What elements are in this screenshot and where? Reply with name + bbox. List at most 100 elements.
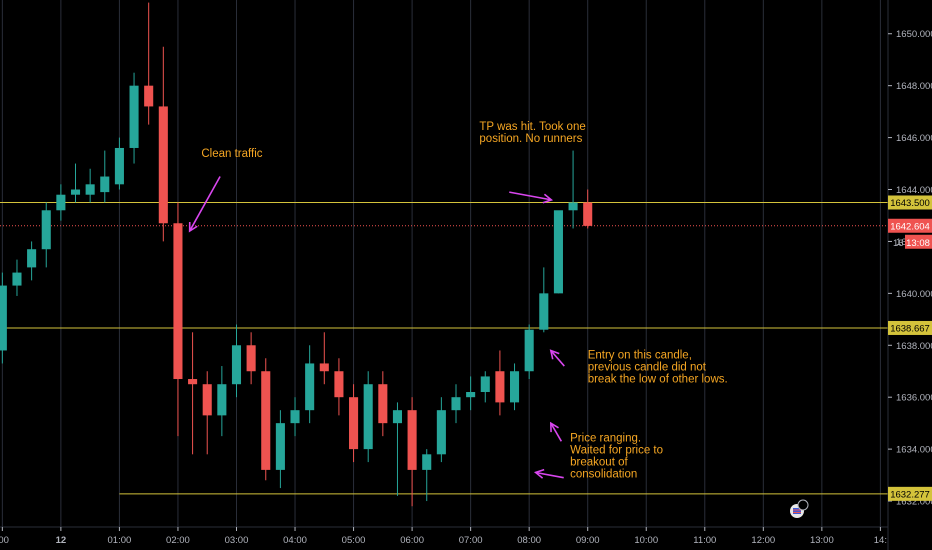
candle-body <box>158 106 168 224</box>
partial-price-label: 16 <box>893 238 904 249</box>
candle-body <box>290 410 300 424</box>
arrow-head <box>549 421 559 433</box>
annotation-arrow <box>533 468 564 479</box>
time-tick-label: 05:00 <box>342 535 366 546</box>
candle <box>378 371 388 437</box>
time-tick-label: 02:00 <box>166 535 190 546</box>
candle-body <box>524 329 534 372</box>
time-tick-label: 14: <box>874 535 887 546</box>
candle <box>129 72 139 164</box>
candle <box>85 168 95 203</box>
candle-body <box>553 210 563 294</box>
annotation-arrow <box>188 176 221 233</box>
candle-body <box>173 223 183 380</box>
candle-body <box>392 410 402 424</box>
price-label-text: 1643.500 <box>890 198 930 209</box>
arrow-head <box>533 468 545 479</box>
price-label-text: 1638.667 <box>890 323 930 334</box>
candle-body <box>41 210 51 250</box>
candle <box>290 397 300 437</box>
candle <box>466 376 476 411</box>
candle-body <box>422 454 432 470</box>
annotation-arrows <box>188 176 565 479</box>
candle <box>158 46 168 242</box>
candle <box>188 332 198 455</box>
candle <box>217 366 227 437</box>
candle <box>319 332 329 385</box>
candle <box>261 358 271 481</box>
candle <box>568 150 578 229</box>
price-label-badge <box>888 218 932 233</box>
candle <box>583 189 593 229</box>
candle-body <box>202 384 212 416</box>
time-tick-label: 06:00 <box>400 535 424 546</box>
arrow-shaft <box>535 471 564 479</box>
candle <box>173 202 183 437</box>
annotation-line: breakout of <box>570 456 628 468</box>
candle-body <box>319 363 329 372</box>
annotation-line: Waited for price to <box>570 444 663 456</box>
annotation-arrow <box>549 349 565 367</box>
candle-body <box>0 285 7 351</box>
time-tick-label: 07:00 <box>459 535 483 546</box>
price-tick-label: 1640.000 <box>896 289 932 300</box>
candle-body <box>231 345 242 385</box>
candle <box>70 163 81 203</box>
time-tick-label: 11:00 <box>693 535 716 546</box>
candle-body <box>70 189 81 195</box>
candle-body <box>144 85 154 107</box>
candle-body <box>261 371 271 470</box>
candle <box>539 267 549 333</box>
candle-body <box>188 379 198 385</box>
candle <box>0 272 7 364</box>
annotation-text: Entry on this candle, previous candle did… <box>588 349 728 385</box>
price-label-badge <box>888 195 932 210</box>
price-label-badge <box>888 320 932 335</box>
candle-body <box>510 371 520 403</box>
candle <box>510 363 520 411</box>
candle <box>246 332 256 385</box>
candle <box>349 384 359 463</box>
time-tick-label: 01:00 <box>108 535 132 546</box>
candle <box>524 324 534 380</box>
time-tick-label: :00 <box>0 535 9 546</box>
annotation-line: Entry on this candle, <box>588 349 692 361</box>
annotation-arrow <box>549 421 563 442</box>
candle-body <box>334 371 344 398</box>
candle-body <box>568 202 578 211</box>
time-tick-label: 13:00 <box>810 535 834 546</box>
annotation-text: Price ranging. Waited for price to breakou… <box>570 432 663 480</box>
time-axis[interactable]: :00 12 01:00 02:00 03:00 04:00 05:00 06:00 07:00… <box>0 526 888 546</box>
candle-body <box>275 423 285 470</box>
candle-body <box>539 293 549 330</box>
candle <box>451 384 461 424</box>
price-tick-label: 1632.000 <box>896 497 932 508</box>
candle <box>27 241 37 281</box>
candle-body <box>378 384 388 424</box>
candle-body <box>12 272 22 286</box>
time-tick-label: 03:00 <box>225 535 249 546</box>
candle <box>392 402 402 496</box>
candle <box>436 397 446 463</box>
price-tick-label: 1646.000 <box>896 133 932 144</box>
candle <box>144 2 154 125</box>
annotation-line: TP was hit. Took one <box>479 121 585 133</box>
flag-icon[interactable] <box>790 499 809 518</box>
countdown-badge <box>905 234 932 249</box>
candle <box>114 137 124 190</box>
candle <box>231 324 242 398</box>
time-tick-label: 09:00 <box>576 535 600 546</box>
price-badges: 1643.500 1642.604 1638.667 1632.277 16 13:08 <box>888 195 932 501</box>
candle-body <box>407 410 417 470</box>
annotation-line: position. No runners <box>479 133 582 145</box>
candle <box>202 371 212 455</box>
candle-body <box>246 345 256 372</box>
countdown-text: 13:08 <box>906 238 930 249</box>
price-tick-label: 1636.000 <box>896 393 932 404</box>
candle <box>41 202 51 268</box>
arrow-head <box>549 349 560 360</box>
price-label-badge <box>888 486 932 501</box>
price-tick-label: 1634.000 <box>896 445 932 456</box>
time-tick-label: 12:00 <box>751 535 775 546</box>
